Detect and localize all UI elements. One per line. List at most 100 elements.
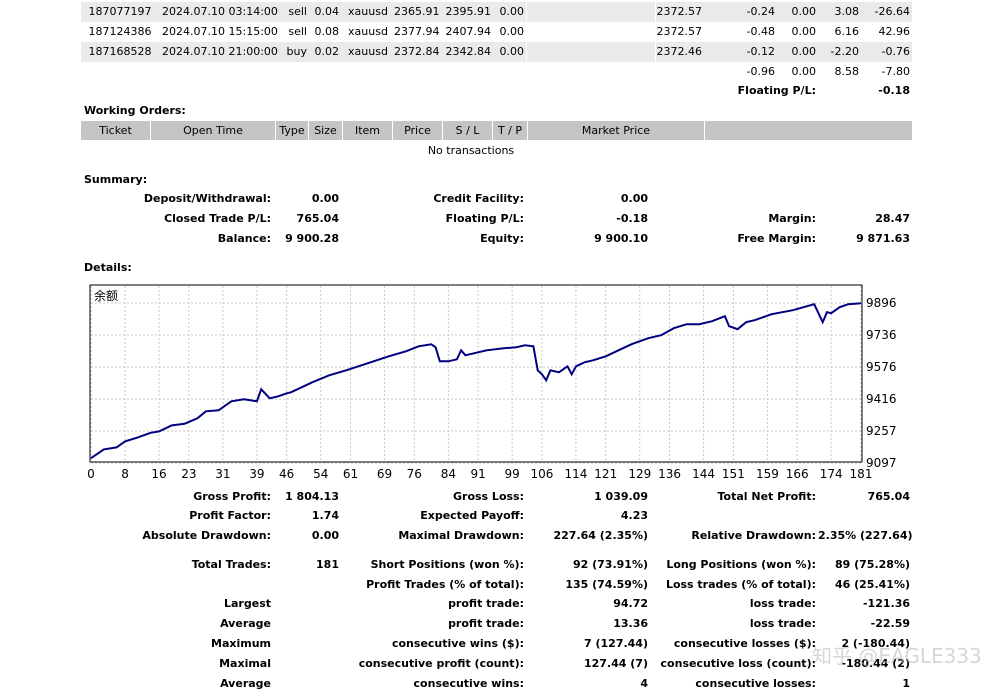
balance-value: 9 900.28 <box>285 232 339 245</box>
total-trades-label: Total Trades: <box>191 558 271 571</box>
total-swap: 8.58 <box>834 65 860 78</box>
working-orders-header: Ticket Open Time Type Size Item Price S … <box>81 121 912 140</box>
y-tick-label: 9896 <box>866 296 897 310</box>
position-ticket: 187077197 <box>88 5 152 18</box>
loss-trades-label: Loss trades (% of total): <box>665 578 816 591</box>
x-tick-label: 61 <box>343 467 358 481</box>
x-tick-label: 84 <box>441 467 456 481</box>
total-trades-value: 181 <box>316 558 339 571</box>
y-tick-label: 9097 <box>866 456 897 470</box>
long-positions-label: Long Positions (won %): <box>666 558 816 571</box>
header-sl: S / L <box>443 121 493 140</box>
position-type: sell <box>288 25 307 38</box>
x-tick-label: 39 <box>249 467 264 481</box>
gross-loss-label: Gross Loss: <box>453 490 524 503</box>
position-sl: 2395.91 <box>445 5 492 18</box>
position-profit: -26.64 <box>874 5 910 18</box>
position-swap: 6.16 <box>834 25 860 38</box>
total-net-value: 765.04 <box>867 490 910 503</box>
position-price: 2377.94 <box>394 25 440 38</box>
position-sl: 2407.94 <box>445 25 492 38</box>
x-tick-label: 114 <box>565 467 588 481</box>
position-profit: 42.96 <box>878 25 911 38</box>
max-losses-value: 2 (-180.44) <box>841 637 910 650</box>
max-drawdown-value: 227.64 (2.35%) <box>553 529 649 542</box>
header-size: Size <box>309 121 343 140</box>
y-tick-label: 9257 <box>866 424 897 438</box>
position-size: 0.04 <box>314 5 340 18</box>
position-time: 2024.07.10 21:00:00 <box>162 45 278 58</box>
header-type: Type <box>276 121 309 140</box>
total-profit: -7.80 <box>881 65 910 78</box>
expected-payoff-value: 4.23 <box>620 509 648 522</box>
chart-legend: 余额 <box>94 288 118 303</box>
position-row <box>81 42 912 62</box>
x-tick-label: 54 <box>313 467 328 481</box>
floating-pl-value: -0.18 <box>878 84 910 97</box>
no-transactions: No transactions <box>427 144 515 157</box>
maximum-label: Maximum <box>211 637 271 650</box>
position-type: buy <box>286 45 307 58</box>
chart-plot-area <box>89 284 863 463</box>
maximal-profit-label: consecutive profit (count): <box>358 657 524 670</box>
floating-pl-label: Floating P/L: <box>737 84 816 97</box>
position-swap: 3.08 <box>834 5 860 18</box>
header-ticket: Ticket <box>81 121 151 140</box>
short-positions-value: 92 (73.91%) <box>572 558 648 571</box>
position-sl: 2342.84 <box>445 45 492 58</box>
y-tick-label: 9576 <box>866 360 897 374</box>
position-size: 0.08 <box>314 25 340 38</box>
largest-profit-label: profit trade: <box>448 597 524 610</box>
equity-value: 9 900.10 <box>594 232 648 245</box>
deposit-value: 0.00 <box>311 192 339 205</box>
y-tick-label: 9736 <box>866 328 897 342</box>
maximal-label: Maximal <box>219 657 271 670</box>
x-tick-label: 166 <box>786 467 809 481</box>
avg-wins-value: 4 <box>640 677 648 690</box>
x-tick-label: 106 <box>530 467 553 481</box>
position-size: 0.02 <box>314 45 340 58</box>
deposit-label: Deposit/Withdrawal: <box>143 192 271 205</box>
position-price: 2365.91 <box>394 5 440 18</box>
largest-loss-label: loss trade: <box>749 597 816 610</box>
position-row <box>81 2 912 22</box>
summary-title: Summary: <box>84 173 148 186</box>
x-tick-label: 23 <box>181 467 196 481</box>
x-tick-label: 121 <box>594 467 617 481</box>
abs-drawdown-value: 0.00 <box>311 529 339 542</box>
position-type: sell <box>288 5 307 18</box>
position-price: 2372.84 <box>394 45 440 58</box>
working-orders-title: Working Orders: <box>84 104 186 117</box>
position-taxes: 0.00 <box>791 25 817 38</box>
position-taxes: 0.00 <box>791 5 817 18</box>
position-market: 2372.57 <box>656 5 703 18</box>
avg-profit-value: 13.36 <box>613 617 648 630</box>
maximal-profit-value: 127.44 (7) <box>584 657 648 670</box>
profit-factor-value: 1.74 <box>311 509 339 522</box>
maximal-loss-value: -180.44 (2) <box>841 657 910 670</box>
max-losses-label: consecutive losses ($): <box>673 637 816 650</box>
profit-factor-label: Profit Factor: <box>189 509 271 522</box>
balance-line <box>90 302 862 460</box>
x-tick-label: 151 <box>722 467 745 481</box>
x-tick-label: 0 <box>87 467 95 481</box>
max-wins-value: 7 (127.44) <box>584 637 648 650</box>
x-tick-label: 69 <box>377 467 392 481</box>
maximal-loss-label: consecutive loss (count): <box>660 657 816 670</box>
free-margin-label: Free Margin: <box>737 232 816 245</box>
position-tp: 0.00 <box>499 5 525 18</box>
position-commission: -0.48 <box>746 25 775 38</box>
position-swap: -2.20 <box>830 45 859 58</box>
gross-profit-value: 1 804.13 <box>285 490 339 503</box>
avg-profit-label: profit trade: <box>448 617 524 630</box>
x-tick-label: 46 <box>279 467 294 481</box>
largest-profit-value: 94.72 <box>613 597 648 610</box>
x-tick-label: 99 <box>505 467 520 481</box>
avg-loss-label: loss trade: <box>749 617 816 630</box>
short-positions-label: Short Positions (won %): <box>370 558 524 571</box>
x-tick-label: 91 <box>470 467 485 481</box>
position-tp: 0.00 <box>499 25 525 38</box>
avg-loss-value: -22.59 <box>870 617 910 630</box>
abs-drawdown-label: Absolute Drawdown: <box>142 529 271 542</box>
margin-value: 28.47 <box>875 212 910 225</box>
